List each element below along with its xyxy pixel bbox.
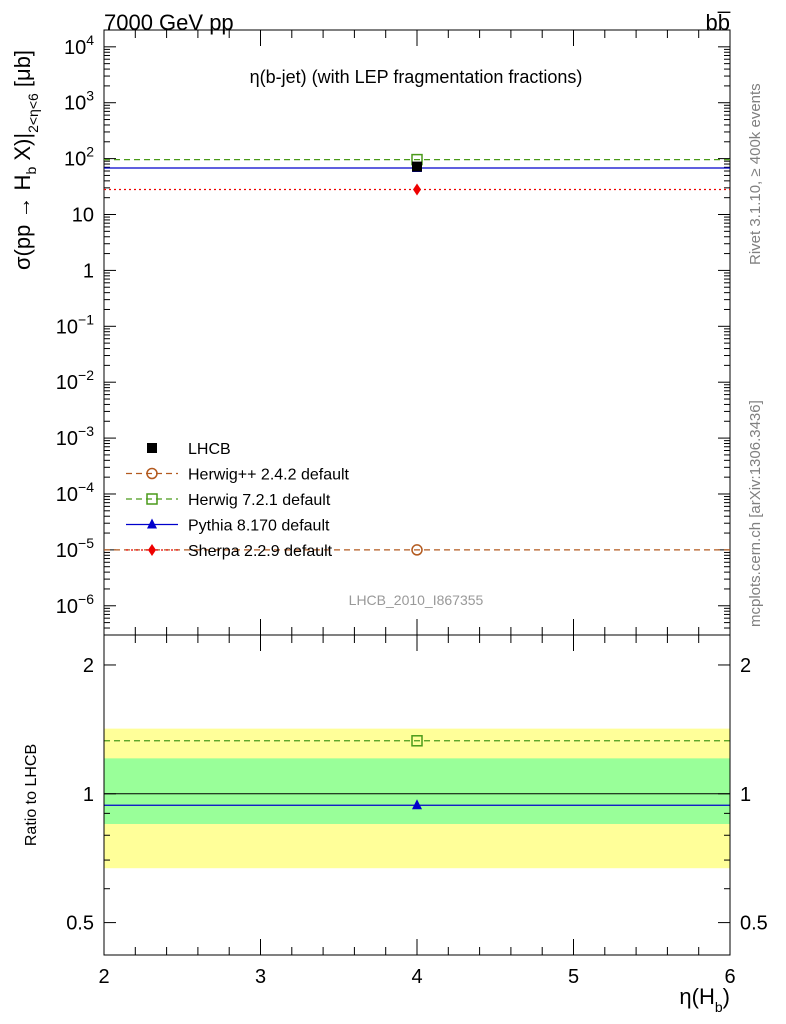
y-tick-label: 10−5	[56, 535, 94, 562]
x-tick-label: 4	[411, 966, 422, 988]
legend-marker	[148, 544, 156, 556]
main-plot: 10−6 10−5 10−4 10−3 10−2 10−1 1 10 102 103 104	[56, 29, 731, 636]
analysis-watermark: LHCB_2010_I867355	[349, 592, 484, 608]
series-1	[104, 544, 730, 556]
ratio-plot: 0.5 0.5 1 1 2 2 2 3 4 5 6	[66, 634, 768, 988]
ratio-tick-label-right: 2	[740, 655, 751, 677]
ratio-tick-label: 0.5	[66, 913, 94, 935]
ratio-point	[411, 735, 423, 747]
legend-item: Pythia 8.170 default	[126, 518, 330, 535]
y-tick-label: 10−1	[56, 311, 94, 338]
x-tick-label: 3	[255, 966, 266, 988]
mcplots-text: mcplots.cern.ch [arXiv:1306.3436]	[747, 400, 764, 627]
x-tick-label: 6	[724, 966, 735, 988]
legend-item: Herwig 7.2.1 default	[126, 492, 331, 509]
chart-title: η(b-jet) (with LEP fragmentation fractio…	[250, 67, 583, 87]
y-tick-label: 1	[83, 260, 94, 282]
y-tick-label: 104	[64, 32, 94, 59]
legend-label: Herwig 7.2.1 default	[188, 492, 331, 509]
legend-item: LHCB	[147, 441, 231, 458]
header-right: bb̅	[706, 10, 731, 35]
legend-marker	[147, 518, 157, 529]
legend-label: LHCB	[188, 441, 231, 458]
x-axis-label: η(Hb)	[679, 984, 730, 1015]
ratio-axes: 0.5 0.5 1 1 2 2 2 3 4 5 6	[66, 634, 768, 988]
header-left: 7000 GeV pp	[104, 10, 234, 35]
ratio-point	[412, 799, 422, 810]
ratio-tick-label-right: 1	[740, 784, 751, 806]
y-tick-label: 10−4	[56, 479, 94, 506]
ratio-series-2	[104, 735, 730, 747]
series-0	[412, 161, 422, 172]
ratio-tick-label: 2	[83, 655, 94, 677]
legend-label: Herwig++ 2.4.2 default	[188, 467, 350, 484]
data-point	[412, 161, 422, 172]
legend-marker	[146, 493, 158, 505]
uncertainty-band-stat	[104, 758, 730, 824]
main-axes: 10−6 10−5 10−4 10−3 10−2 10−1 1 10 102 103 104	[56, 29, 731, 636]
y-tick-label: 10−3	[56, 423, 94, 450]
y-tick-label: 102	[64, 144, 94, 171]
ratio-tick-label: 1	[83, 784, 94, 806]
x-tick-label: 2	[98, 966, 109, 988]
legend: LHCB Herwig++ 2.4.2 default Herwig 7.2.1 d…	[126, 441, 350, 560]
x-tick-label: 5	[568, 966, 579, 988]
series-4	[104, 183, 730, 196]
data-point	[411, 544, 423, 556]
y-axis-label: σ(pp → Hb X)|2<η<6 [μb]	[10, 50, 41, 270]
legend-item: Sherpa 2.2.9 default	[126, 543, 333, 560]
legend-label: Pythia 8.170 default	[188, 518, 330, 535]
ratio-series-3	[104, 799, 730, 810]
rivet-version-text: Rivet 3.1.10, ≥ 400k events	[747, 83, 764, 265]
legend-item: Herwig++ 2.4.2 default	[126, 467, 350, 484]
data-point	[413, 183, 421, 196]
ratio-tick-label-right: 0.5	[740, 913, 768, 935]
y-tick-label: 10−2	[56, 367, 94, 394]
y-tick-label: 10−6	[56, 591, 94, 618]
y-tick-label: 103	[64, 88, 94, 115]
legend-marker	[146, 467, 158, 480]
y-tick-label: 10	[72, 205, 94, 227]
ratio-y-label: Ratio to LHCB	[23, 744, 40, 846]
legend-marker	[147, 443, 157, 453]
legend-label: Sherpa 2.2.9 default	[188, 543, 333, 560]
